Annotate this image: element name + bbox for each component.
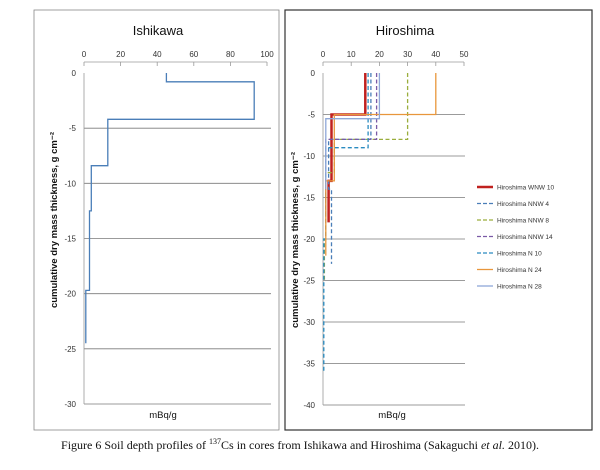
ishikawa-xtick-label: 0 [82,50,87,59]
hiroshima-legend: Hiroshima WNW 10 Hiroshima NNW 4 Hiroshima… [477,185,554,291]
hiroshima-ytick-label: -5 [308,111,316,120]
hiroshima-ytick-label: -15 [303,194,315,203]
hiroshima-xtick-label: 50 [460,50,469,59]
hiroshima-series-line-7 [325,73,381,190]
hiroshima-xtick-label: 20 [375,50,384,59]
hiroshima-ytick-label: -30 [303,318,315,327]
legend-label: Hiroshima N 28 [497,284,542,291]
ishikawa-ytick-label: -25 [64,345,76,354]
legend-label: Hiroshima N 24 [497,267,542,274]
hiroshima-ytick-label: -10 [303,152,315,161]
ishikawa-xtick-label: 100 [260,50,274,59]
hiroshima-ylabel: cumulative dry mass thickness, g cm⁻² [290,152,301,328]
hiroshima-title: Hiroshima [376,23,435,38]
ishikawa-xlabel: mBq/g [149,410,176,421]
hiroshima-xtick-label: 10 [347,50,356,59]
hiroshima-ytick-label: -35 [303,360,315,369]
hiroshima-series-line-4 [325,73,378,215]
legend-label: Hiroshima NNW 8 [497,218,549,225]
figure: Ishikawa cumulative dry mass thickness, … [33,9,593,431]
legend-label: Hiroshima N 10 [497,251,542,258]
ishikawa-xtick-label: 80 [226,50,235,59]
ishikawa-ytick-label: 0 [72,69,77,78]
ishikawa-title: Ishikawa [133,23,184,38]
figure-caption: Figure 6 Soil depth profiles of 137Cs in… [0,437,600,453]
legend-label: Hiroshima NNW 4 [497,201,549,208]
ishikawa-panel: Ishikawa cumulative dry mass thickness, … [33,9,280,431]
ishikawa-ytick-label: -15 [64,235,76,244]
legend-label: Hiroshima WNW 10 [497,185,554,192]
hiroshima-panel: Hiroshima cumulative dry mass thickness,… [284,9,593,431]
hiroshima-ytick-label: -40 [303,401,315,410]
caption-middle: Cs in cores from Ishikawa and Hiroshima … [221,438,481,452]
hiroshima-panel-frame [284,9,593,431]
ishikawa-ytick-label: -5 [69,124,77,133]
legend-label: Hiroshima NNW 14 [497,234,553,241]
hiroshima-xlabel: mBq/g [378,410,405,421]
hiroshima-xtick-label: 0 [321,50,326,59]
ishikawa-ytick-label: -30 [64,400,76,409]
ishikawa-xtick-label: 20 [116,50,125,59]
caption-superscript: 137 [209,437,222,446]
ishikawa-ylabel: cumulative dry mass thickness, g cm⁻² [49,132,60,308]
hiroshima-xtick-label: 30 [403,50,412,59]
ishikawa-ytick-label: -10 [64,179,76,188]
hiroshima-ytick-label: -25 [303,277,315,286]
ishikawa-panel-frame [33,9,280,431]
hiroshima-ytick-label: 0 [311,69,316,78]
hiroshima-series-line-6 [325,73,437,256]
hiroshima-xtick-label: 40 [431,50,440,59]
ishikawa-xtick-label: 60 [189,50,198,59]
ishikawa-xtick-label: 40 [153,50,162,59]
caption-suffix: 2010). [504,438,539,452]
hiroshima-series-line-2 [327,73,372,264]
hiroshima-ytick-label: -20 [303,235,315,244]
ishikawa-ytick-label: -20 [64,290,76,299]
ishikawa-series-line-1 [85,73,255,344]
caption-prefix: Figure 6 Soil depth profiles of [61,438,210,452]
caption-italic: et al. [480,438,505,452]
